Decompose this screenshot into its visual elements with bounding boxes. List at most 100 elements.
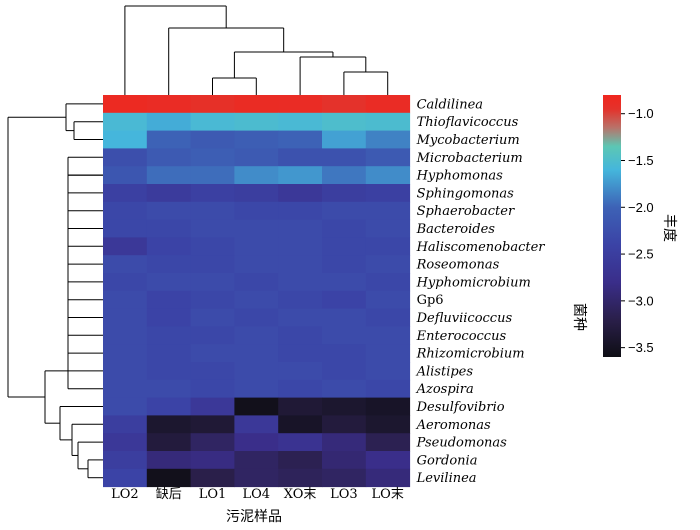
heatmap-cell	[234, 237, 279, 256]
colorbar-tick-label: −3.5	[628, 340, 654, 355]
row-label: Azospira	[416, 382, 474, 397]
heatmap-cell	[365, 130, 411, 149]
heatmap-cell	[278, 344, 323, 363]
heatmap-cell	[322, 308, 367, 327]
heatmap-cell	[278, 201, 323, 221]
heatmap-cell	[234, 166, 279, 185]
heatmap-cell	[146, 166, 192, 185]
heatmap-cell	[278, 148, 323, 167]
heatmap-cell	[234, 468, 279, 488]
heatmap-cell	[190, 255, 235, 274]
heatmap-cell	[234, 433, 279, 452]
heatmap-cell	[234, 148, 279, 167]
heatmap-cell	[322, 130, 367, 149]
row-label: Alistipes	[416, 364, 474, 379]
heatmap-cell	[146, 433, 192, 452]
heatmap-cell	[322, 433, 367, 452]
heatmap-cell	[322, 326, 367, 345]
row-label: Gp6	[417, 293, 444, 308]
heatmap-cell	[103, 415, 148, 434]
heatmap-cell	[365, 362, 411, 381]
row-label: Haliscomenobacter	[416, 240, 546, 255]
heatmap-cell	[322, 290, 367, 310]
heatmap-cell	[278, 112, 323, 132]
row-label: Sphaerobacter	[417, 204, 515, 219]
heatmap-cell	[190, 308, 235, 327]
heatmap-cell	[365, 433, 411, 452]
heatmap-cell	[146, 130, 192, 149]
heatmap-cell	[234, 95, 279, 114]
heatmap-cell	[190, 219, 235, 238]
heatmap-cell	[234, 112, 279, 132]
heatmap-cell	[278, 237, 323, 256]
heatmap-cell	[234, 344, 279, 363]
heatmap-cell	[234, 219, 279, 238]
heatmap-cell	[322, 379, 367, 399]
heatmap-cell	[365, 290, 411, 310]
heatmap-cell	[103, 344, 148, 363]
heatmap-cell	[322, 184, 367, 203]
heatmap-cell	[365, 397, 411, 416]
heatmap-cell	[278, 184, 323, 203]
heatmap-cell	[234, 415, 279, 434]
heatmap-cell	[103, 130, 148, 149]
heatmap-cell	[365, 273, 411, 292]
heatmap-cell	[146, 308, 192, 327]
heatmap-cell	[365, 237, 411, 256]
heatmap-cell	[278, 219, 323, 238]
heatmap-cell	[278, 326, 323, 345]
heatmap-cell	[234, 290, 279, 310]
heatmap-cell	[103, 237, 148, 256]
row-label: Thioflavicoccus	[417, 115, 519, 130]
heatmap-cell	[190, 451, 235, 470]
heatmap-cell	[146, 95, 192, 114]
heatmap-cell	[365, 112, 411, 132]
heatmap-cell	[146, 415, 192, 434]
heatmap-cell	[234, 273, 279, 292]
heatmap-cell	[322, 415, 367, 434]
heatmap-cell	[322, 237, 367, 256]
heatmap-cell	[278, 379, 323, 399]
heatmap-cell	[190, 148, 235, 167]
heatmap-cell	[146, 451, 192, 470]
heatmap-cell	[103, 95, 148, 114]
heatmap-cell	[322, 166, 367, 185]
column-label: LO3	[330, 487, 358, 502]
column-label: XO末	[284, 487, 317, 502]
heatmap-cell	[190, 166, 235, 185]
heatmap-cell	[103, 166, 148, 185]
heatmap-cell	[234, 308, 279, 327]
heatmap-cell	[190, 237, 235, 256]
heatmap-cell	[146, 219, 192, 238]
heatmap-cell	[278, 166, 323, 185]
heatmap-cell	[103, 219, 148, 238]
heatmap-cell	[190, 273, 235, 292]
heatmap-cell	[365, 468, 411, 488]
heatmap-cell	[365, 166, 411, 185]
heatmap-cell	[322, 362, 367, 381]
heatmap-cell	[146, 468, 192, 488]
column-label: LO2	[111, 487, 139, 502]
heatmap-cell	[146, 397, 192, 416]
column-dendrogram	[124, 5, 389, 95]
heatmap-cell	[365, 379, 411, 399]
row-label: Gordonia	[417, 453, 478, 468]
heatmap-cell	[190, 397, 235, 416]
x-axis-title: 污泥样品	[226, 509, 282, 525]
heatmap-cell	[365, 451, 411, 470]
y-axis-title: 菌种	[571, 303, 587, 331]
heatmap-cell	[190, 379, 235, 399]
heatmap-cell	[190, 95, 235, 114]
heatmap-cells	[103, 95, 411, 488]
row-label: Roseomonas	[416, 258, 500, 273]
heatmap-cell	[190, 362, 235, 381]
row-label: Pseudomonas	[416, 436, 508, 451]
heatmap-cell	[278, 273, 323, 292]
heatmap-cell	[322, 344, 367, 363]
heatmap-cell	[146, 148, 192, 167]
heatmap-cell	[146, 290, 192, 310]
heatmap-cell	[103, 397, 148, 416]
row-label: Defluviicoccus	[416, 311, 513, 326]
heatmap-cell	[146, 201, 192, 221]
